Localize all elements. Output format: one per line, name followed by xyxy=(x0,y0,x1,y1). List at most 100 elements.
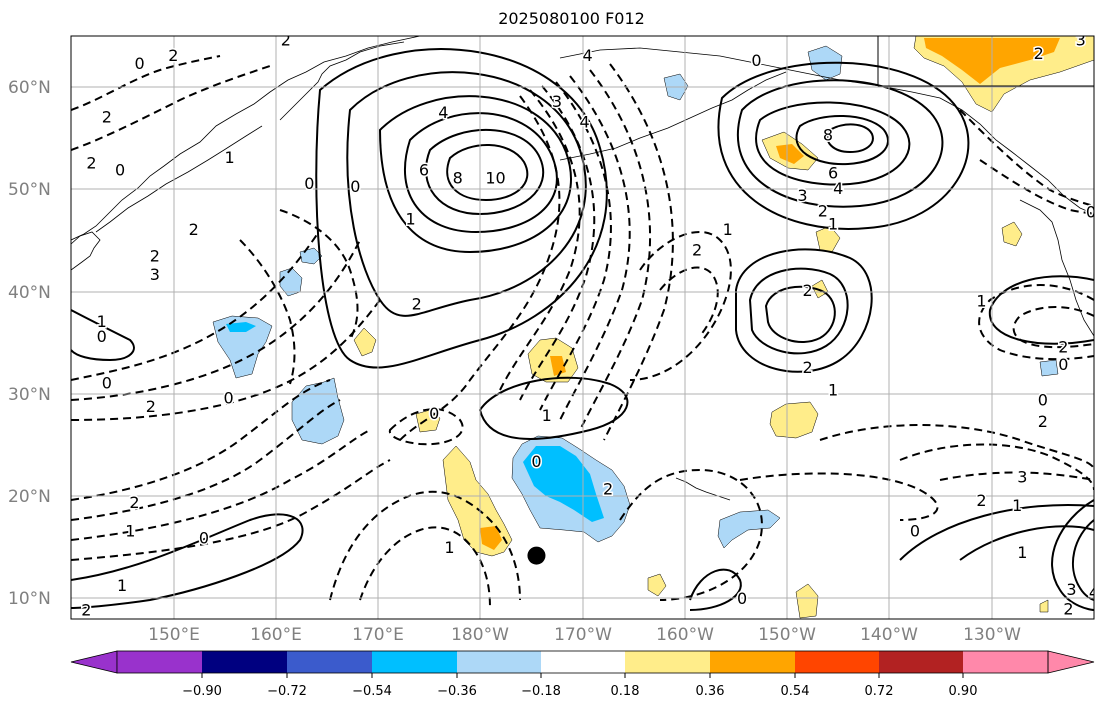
contour-label: 0 xyxy=(737,589,747,608)
contour-dashed xyxy=(819,424,1094,471)
contour-label: 2 xyxy=(802,358,812,377)
contour-dashed xyxy=(539,81,612,411)
contour-label: 4 xyxy=(438,103,448,122)
contour-label: 2 xyxy=(86,153,96,172)
colorbar-tick-label: −0.72 xyxy=(267,684,307,699)
lat-label-30n: 30°N xyxy=(8,385,51,405)
contour-label: 0 xyxy=(199,529,209,548)
coastline-kamchatka xyxy=(279,41,405,121)
shaded-field xyxy=(212,36,1094,619)
lon-label-180w: 180°W xyxy=(451,625,509,645)
contour-solid xyxy=(346,71,587,317)
colorbar-tick-label: −0.18 xyxy=(521,684,561,699)
contour-label: 2 xyxy=(81,600,91,619)
contour-label: 1 xyxy=(828,380,838,399)
contour-solid xyxy=(1051,499,1094,611)
contour-label: 4 xyxy=(583,46,593,65)
colorbar-bin xyxy=(625,651,710,673)
colorbar-bin xyxy=(541,651,625,673)
colorbar-bin xyxy=(372,651,457,673)
contour-dashed xyxy=(239,239,296,385)
contour-solid xyxy=(899,503,1094,561)
contour-solid xyxy=(71,513,304,609)
colorbar-bin xyxy=(117,651,202,673)
shade-positive-blob xyxy=(1001,221,1023,247)
contour-label: 2 xyxy=(129,493,139,512)
contour-dashed xyxy=(619,468,763,601)
shade-negative-blob xyxy=(212,315,273,379)
contour-solid xyxy=(717,61,970,230)
contour-label: 0 xyxy=(751,51,761,70)
colorbar-bin xyxy=(710,651,795,673)
contour-label: 10 xyxy=(485,169,505,188)
shade-positive-core xyxy=(776,144,804,164)
contour-dashed xyxy=(71,299,381,421)
plot-title: 2025080100 F012 xyxy=(498,9,645,28)
contour-label: 4 xyxy=(1089,583,1099,602)
colorbar-tick-label: −0.54 xyxy=(352,684,392,699)
contour-solid xyxy=(755,101,911,186)
contour-label: 1 xyxy=(406,210,416,229)
contour-dashed xyxy=(71,399,341,521)
contour-dashed xyxy=(279,209,359,341)
lon-label-150w: 150°W xyxy=(758,625,816,645)
contour-dashed xyxy=(978,284,1094,361)
contour-dashed xyxy=(71,459,391,561)
contour-label: 2 xyxy=(102,107,112,126)
contour-label: 2 xyxy=(281,31,291,50)
contour-label: 0 xyxy=(115,161,125,180)
contour-solid xyxy=(315,48,608,369)
coastline-japan xyxy=(71,231,101,271)
contour-dashed xyxy=(388,408,464,446)
contour-label: 4 xyxy=(833,179,843,198)
contour-label: 3 xyxy=(1066,580,1076,599)
contour-dashed xyxy=(71,429,371,541)
contour-dashed xyxy=(629,230,732,381)
contour-label: 2 xyxy=(168,46,178,65)
colorbar-extend-high xyxy=(1047,650,1095,674)
colorbar-bin xyxy=(202,651,287,673)
contour-dashed xyxy=(71,229,321,381)
contour-dashed xyxy=(71,239,361,401)
contour-label: 1 xyxy=(976,291,986,310)
colorbar-tick-label: 0.54 xyxy=(780,684,810,699)
contour-label: 0 xyxy=(429,404,439,423)
contour-label: 3 xyxy=(150,265,160,284)
contour-label: 1 xyxy=(97,312,107,331)
contour-label: 2 xyxy=(150,246,160,265)
contour-label: 0 xyxy=(223,389,233,408)
contour-label: 0 xyxy=(350,177,360,196)
border-lines xyxy=(877,36,1094,87)
contour-label: 0 xyxy=(531,452,541,471)
contour-dashed xyxy=(659,266,719,337)
lat-label-10n: 10°N xyxy=(8,589,51,609)
lon-label-160e: 160°E xyxy=(250,625,302,645)
contour-dashed xyxy=(499,89,581,391)
contour-label: 1 xyxy=(117,576,127,595)
contour-label: 1 xyxy=(1017,543,1027,562)
positive-contours xyxy=(71,48,1094,611)
colorbar-bin xyxy=(457,651,541,673)
contour-label: 1 xyxy=(444,538,454,557)
colorbar-bin xyxy=(287,651,372,673)
contour-label: 0 xyxy=(304,174,314,193)
coastline-hawaii xyxy=(675,477,731,501)
lon-label-130w: 130°W xyxy=(963,625,1021,645)
colorbar-tick-label: −0.36 xyxy=(437,684,477,699)
contour-solid xyxy=(736,79,944,208)
contour-solid xyxy=(988,275,1094,345)
lon-label-160w: 160°W xyxy=(656,625,714,645)
contour-dashed xyxy=(71,55,221,111)
contour-solid xyxy=(826,123,874,154)
contour-label: 2 xyxy=(1034,44,1044,63)
map-frame xyxy=(70,35,1095,620)
contour-dashed xyxy=(329,490,521,601)
contour-label: 3 xyxy=(1017,467,1027,486)
contour-label: 3 xyxy=(552,92,562,111)
contour-label: 2 xyxy=(189,220,199,239)
contour-label: 0 xyxy=(102,373,112,392)
contour-label: 0 xyxy=(1086,202,1096,221)
